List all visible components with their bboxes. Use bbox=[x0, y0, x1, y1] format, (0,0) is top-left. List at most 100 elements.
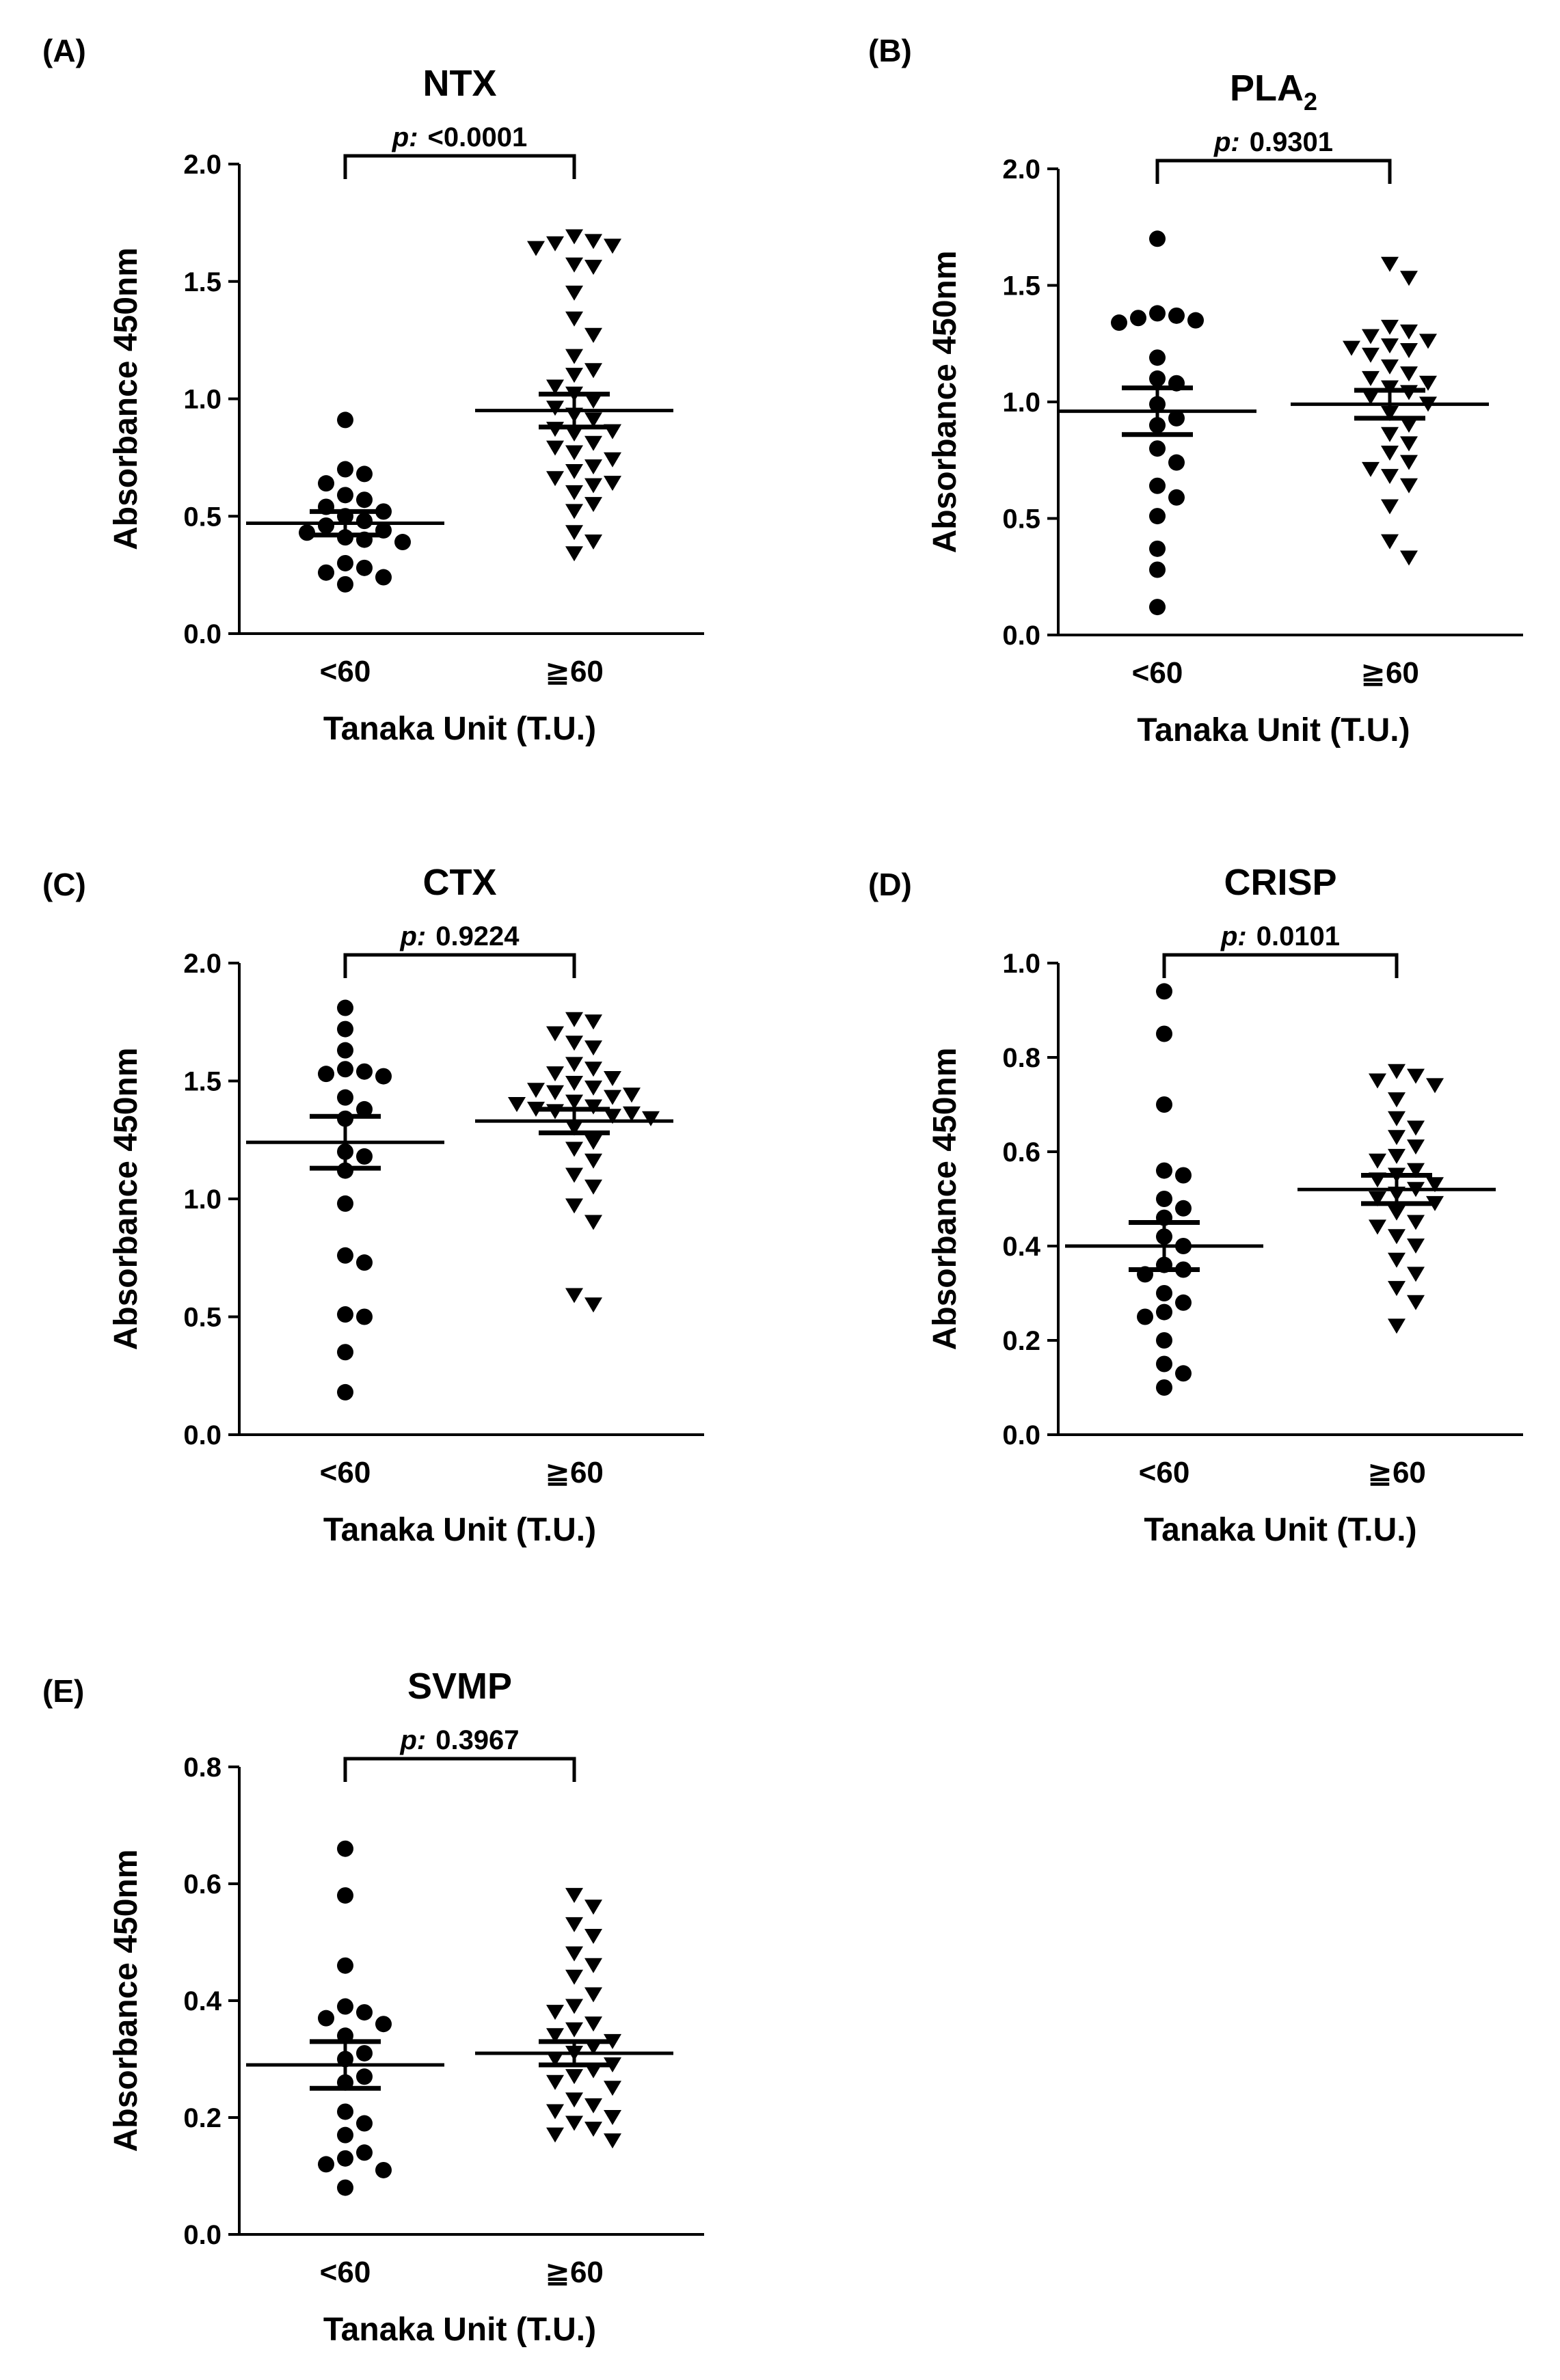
data-point-circle bbox=[337, 999, 353, 1016]
x-category-label: ≧60 bbox=[545, 1456, 604, 1489]
data-point-triangle bbox=[565, 1198, 583, 1214]
data-point-circle bbox=[1156, 1332, 1172, 1349]
data-point-triangle bbox=[584, 1987, 602, 2003]
x-category-label: <60 bbox=[320, 1456, 371, 1489]
y-axis-title: Absorbance 450nm bbox=[927, 1048, 963, 1351]
data-point-circle bbox=[1168, 307, 1185, 324]
data-point-triangle bbox=[1362, 370, 1380, 386]
data-point-triangle bbox=[546, 471, 564, 487]
significance-bracket bbox=[343, 1757, 576, 1782]
data-point-triangle bbox=[546, 401, 564, 416]
y-tick-label: 1.0 bbox=[183, 1185, 221, 1215]
data-point-triangle bbox=[1362, 461, 1380, 477]
y-tick-label: 1.5 bbox=[183, 1067, 221, 1097]
data-point-triangle bbox=[1362, 347, 1380, 363]
y-tick-label: 0.0 bbox=[183, 1420, 221, 1450]
data-point-triangle bbox=[1400, 455, 1418, 470]
panel-label: (D) bbox=[868, 867, 912, 902]
data-point-triangle bbox=[565, 257, 583, 273]
data-point-triangle bbox=[584, 260, 602, 275]
data-point-triangle bbox=[546, 2005, 564, 2020]
data-point-triangle bbox=[1419, 334, 1437, 349]
data-point-triangle bbox=[1426, 1195, 1444, 1211]
data-point-triangle bbox=[565, 1969, 583, 1985]
data-point-triangle bbox=[1388, 1130, 1406, 1146]
data-point-circle bbox=[1149, 508, 1166, 525]
panel-label: (A) bbox=[42, 33, 86, 68]
data-point-triangle bbox=[546, 379, 564, 395]
p-prefix: p: bbox=[399, 1725, 426, 1755]
data-point-circle bbox=[1175, 1365, 1192, 1382]
data-point-triangle bbox=[1388, 1281, 1406, 1297]
panel-title-text: SVMP bbox=[407, 1666, 512, 1707]
data-point-triangle bbox=[565, 485, 583, 500]
data-point-triangle bbox=[565, 311, 583, 327]
panel-title: CRISP bbox=[1224, 862, 1336, 903]
x-category-label: <60 bbox=[320, 655, 371, 688]
y-tick-label: 1.5 bbox=[1002, 271, 1040, 301]
x-category-label: ≧60 bbox=[1360, 656, 1419, 690]
data-point-triangle bbox=[527, 1101, 545, 1117]
significance-bracket bbox=[1155, 159, 1392, 184]
x-category-label: ≧60 bbox=[1367, 1456, 1426, 1489]
data-point-circle bbox=[337, 1089, 353, 1106]
p-value: 0.9224 bbox=[435, 921, 520, 951]
p-value: <0.0001 bbox=[428, 122, 528, 152]
data-point-circle bbox=[337, 1957, 353, 1974]
data-point-triangle bbox=[565, 1288, 583, 1303]
data-point-circle bbox=[337, 1998, 353, 2015]
data-point-circle bbox=[1156, 1096, 1172, 1113]
data-point-circle bbox=[1168, 489, 1185, 506]
data-point-circle bbox=[337, 487, 353, 504]
data-point-circle bbox=[1156, 1303, 1172, 1321]
panel-e: (E) SVMP 0.0 0.2 0.4 0.6 0.8 <60 ≧60 Tanaka Unit … bbox=[42, 1666, 704, 2348]
data-point-triangle bbox=[623, 1087, 641, 1103]
data-point-triangle bbox=[584, 497, 602, 513]
y-tick-label: 2.0 bbox=[183, 949, 221, 979]
data-point-circle bbox=[337, 1020, 353, 1038]
data-point-circle bbox=[337, 2150, 353, 2167]
data-point-circle bbox=[1149, 540, 1166, 557]
data-point-triangle bbox=[584, 327, 602, 343]
data-point-circle bbox=[318, 564, 334, 581]
data-point-triangle bbox=[584, 1899, 602, 1915]
data-point-circle bbox=[356, 491, 373, 509]
data-point-circle bbox=[356, 1100, 373, 1118]
data-point-triangle bbox=[565, 349, 583, 364]
data-point-triangle bbox=[1381, 446, 1399, 461]
data-point-triangle bbox=[565, 546, 583, 562]
data-point-triangle bbox=[604, 2133, 621, 2149]
data-point-triangle bbox=[546, 2104, 564, 2120]
y-tick-label: 0.4 bbox=[183, 1986, 221, 2016]
data-point-triangle bbox=[1400, 418, 1418, 433]
data-point-triangle bbox=[584, 363, 602, 379]
data-point-triangle bbox=[1381, 427, 1399, 442]
x-axis-title: Tanaka Unit (T.U.) bbox=[1137, 712, 1410, 748]
panel-label: (C) bbox=[42, 867, 86, 902]
y-tick-label: 1.0 bbox=[1002, 388, 1040, 418]
data-point-triangle bbox=[1381, 534, 1399, 550]
data-point-triangle bbox=[584, 393, 602, 409]
data-point-circle bbox=[1111, 314, 1127, 332]
p-value-label: p: 0.9301 bbox=[1213, 127, 1333, 157]
data-point-triangle bbox=[1369, 1073, 1386, 1089]
data-point-triangle bbox=[604, 2057, 621, 2073]
data-point-triangle bbox=[584, 1014, 602, 1030]
data-point-circle bbox=[1156, 1191, 1172, 1207]
data-point-triangle bbox=[1407, 1163, 1425, 1178]
y-tick-label: 1.5 bbox=[183, 267, 221, 297]
p-prefix: p: bbox=[1213, 127, 1240, 157]
data-point-triangle bbox=[565, 229, 583, 245]
x-category-label: <60 bbox=[320, 2256, 371, 2289]
data-point-circle bbox=[337, 554, 353, 571]
data-point-triangle bbox=[546, 2051, 564, 2067]
data-point-triangle bbox=[604, 1090, 621, 1105]
data-point-triangle bbox=[584, 1958, 602, 1973]
data-point-triangle bbox=[565, 1012, 583, 1027]
data-point-triangle bbox=[1400, 436, 1418, 452]
data-point-circle bbox=[375, 2161, 392, 2178]
data-point-triangle bbox=[584, 234, 602, 249]
data-point-triangle bbox=[584, 2098, 602, 2113]
data-point-circle bbox=[1137, 1308, 1153, 1325]
data-point-triangle bbox=[565, 1917, 583, 1932]
